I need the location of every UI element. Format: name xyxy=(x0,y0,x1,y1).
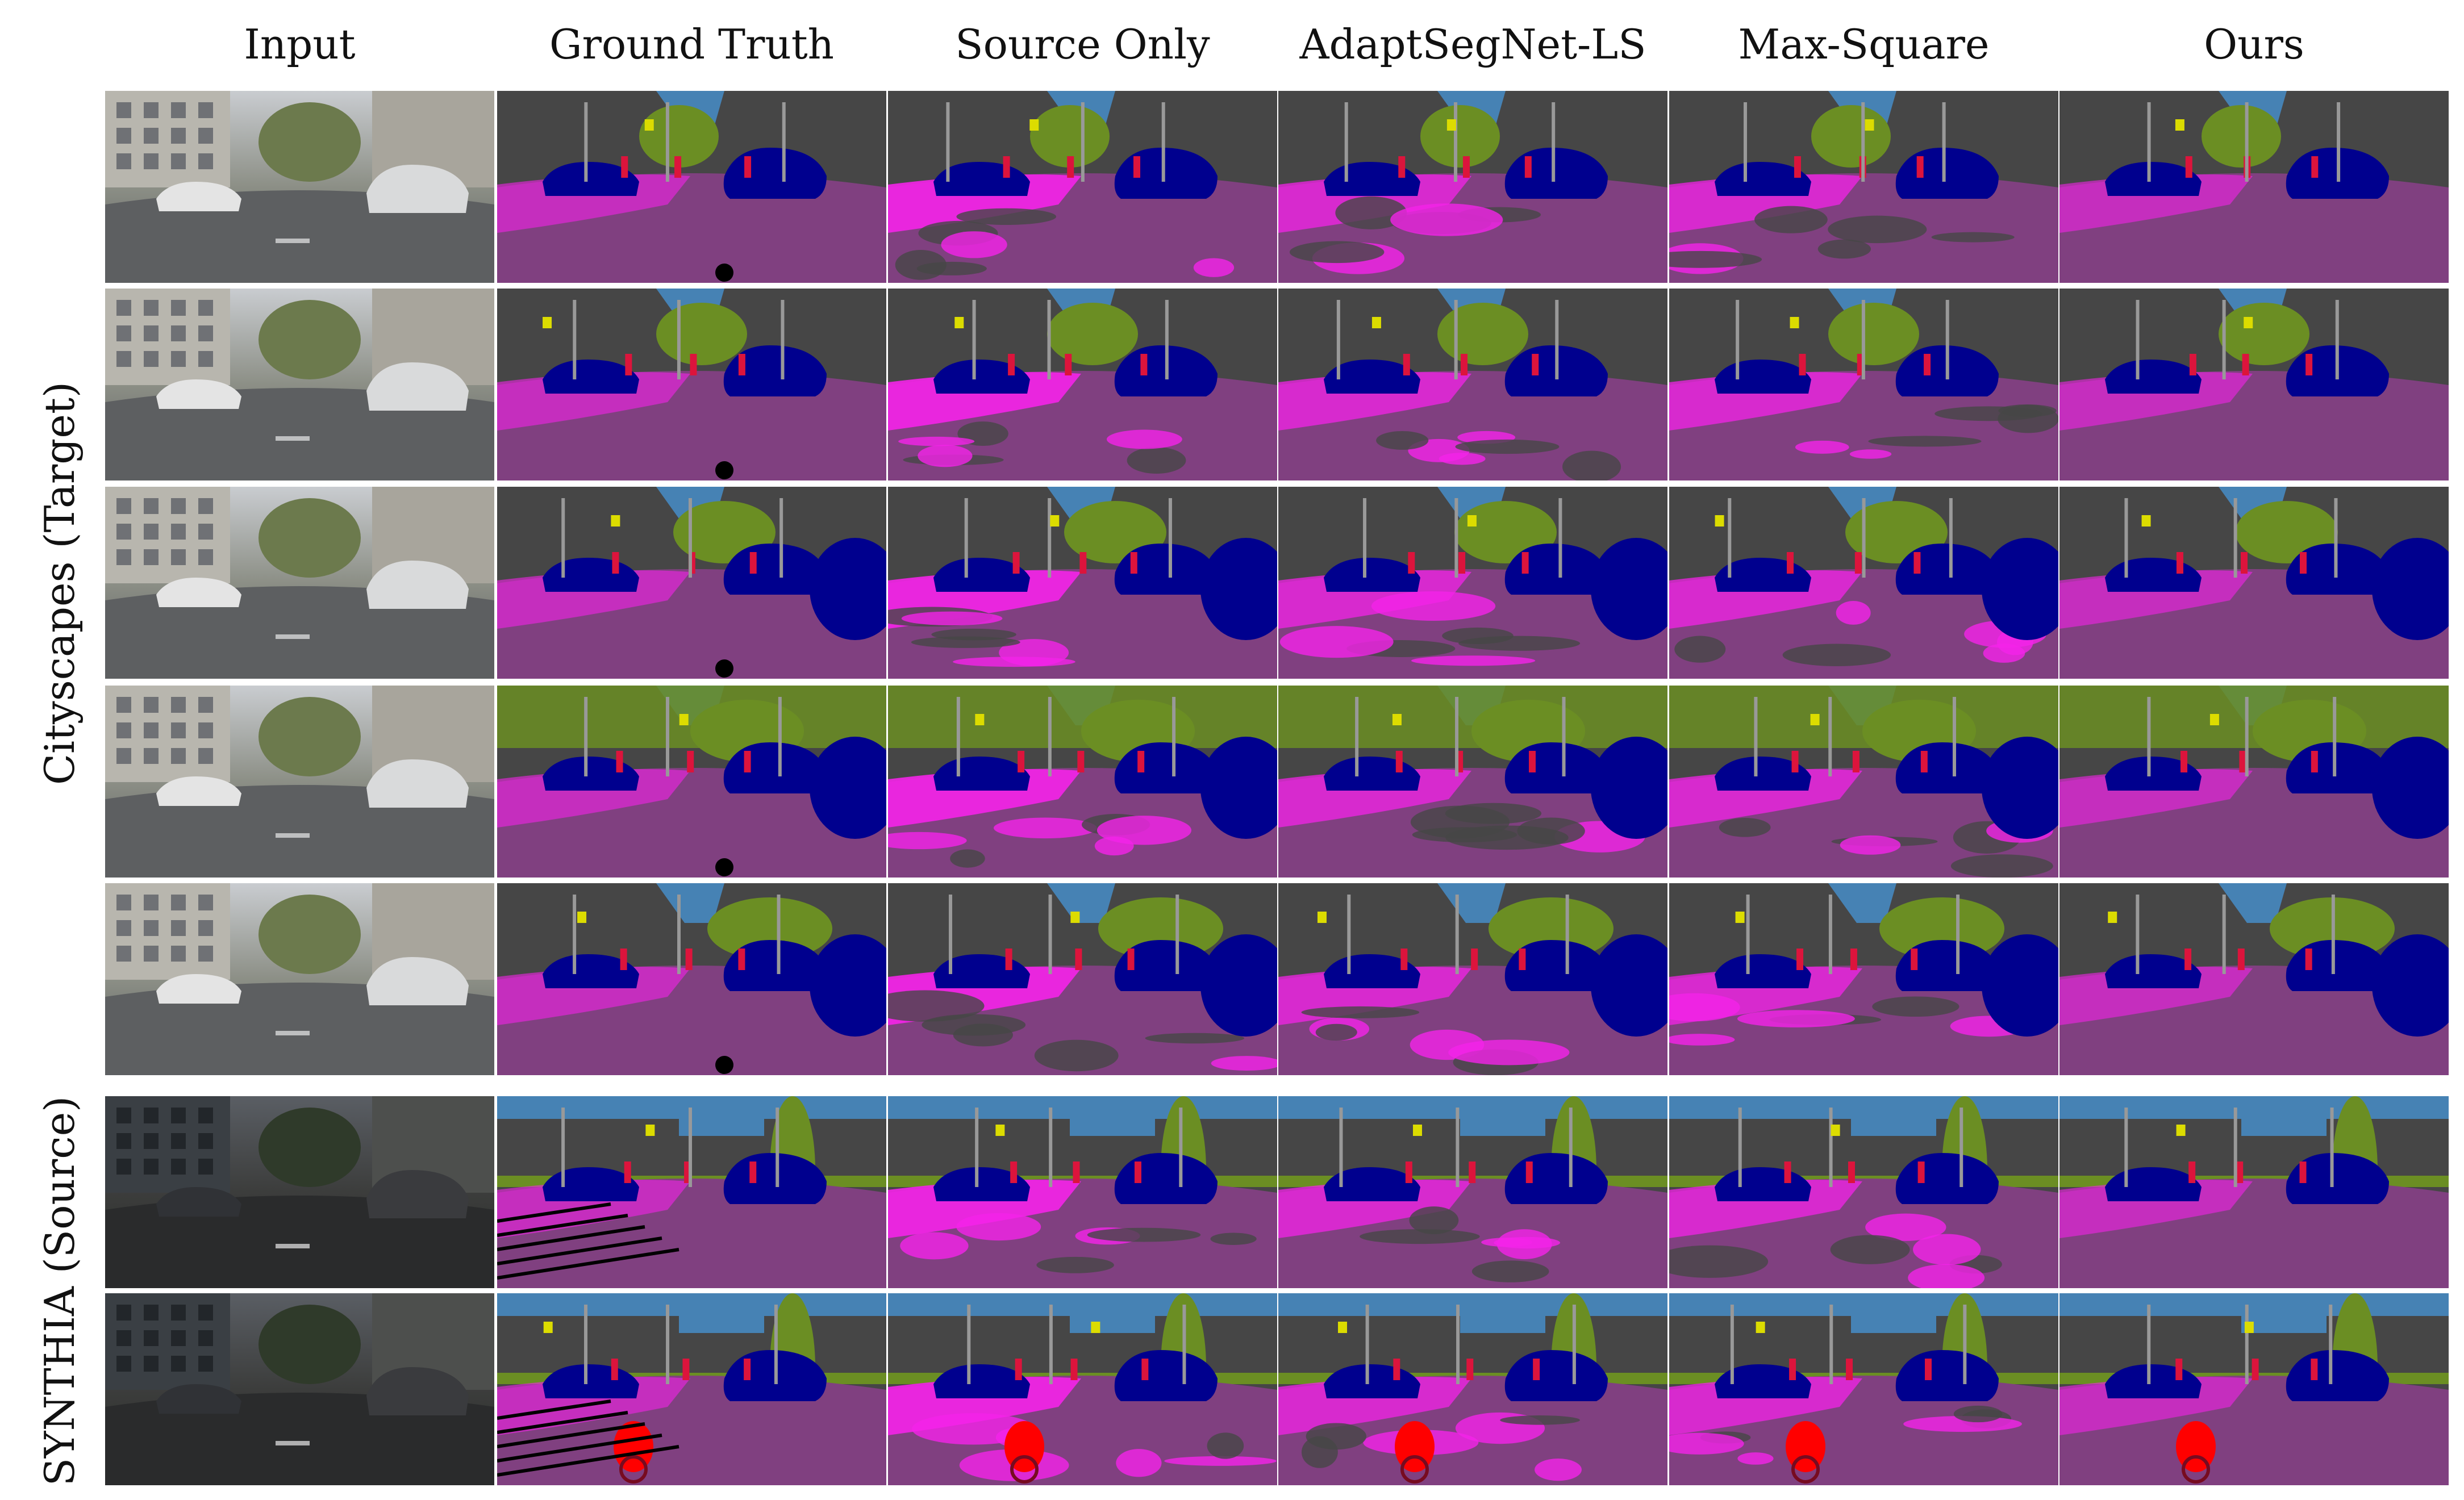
segmentation-map-r1-c3 xyxy=(1278,289,1667,480)
segmentation-map-r0-c4 xyxy=(1669,91,2058,283)
input-image-r5-c0 xyxy=(105,1096,494,1288)
segmentation-map-r6-c3 xyxy=(1278,1293,1667,1485)
segmentation-map-r5-c5 xyxy=(2059,1096,2449,1288)
segmentation-map-r3-c3 xyxy=(1278,686,1667,878)
segmentation-map-r0-c2 xyxy=(888,91,1277,283)
segmentation-map-r0-c3 xyxy=(1278,91,1667,283)
segmentation-map-r1-c2 xyxy=(888,289,1277,480)
segmentation-map-r6-c2 xyxy=(888,1293,1277,1485)
segmentation-map-r3-c5 xyxy=(2059,686,2449,878)
segmentation-map-r5-c4 xyxy=(1669,1096,2058,1288)
segmentation-map-r5-c1 xyxy=(497,1096,886,1288)
column-header-4: Max-Square xyxy=(1738,20,1990,68)
column-header-1: Ground Truth xyxy=(549,20,835,68)
segmentation-map-r1-c4 xyxy=(1669,289,2058,480)
segmentation-map-r1-c1 xyxy=(497,289,886,480)
segmentation-map-r2-c5 xyxy=(2059,487,2449,679)
segmentation-map-r2-c1 xyxy=(497,487,886,679)
segmentation-map-r6-c4 xyxy=(1669,1293,2058,1485)
segmentation-map-r4-c2 xyxy=(888,883,1277,1075)
segmentation-map-r1-c5 xyxy=(2059,289,2449,480)
segmentation-map-r4-c3 xyxy=(1278,883,1667,1075)
segmentation-map-r4-c1 xyxy=(497,883,886,1075)
input-image-r3-c0 xyxy=(105,686,494,878)
segmentation-map-r2-c3 xyxy=(1278,487,1667,679)
segmentation-map-r5-c2 xyxy=(888,1096,1277,1288)
group-label-target: Cityscapes (Target) xyxy=(36,381,84,785)
input-image-r4-c0 xyxy=(105,883,494,1075)
segmentation-map-r6-c5 xyxy=(2059,1293,2449,1485)
segmentation-map-r0-c5 xyxy=(2059,91,2449,283)
column-header-0: Input xyxy=(244,20,356,68)
segmentation-map-r5-c3 xyxy=(1278,1096,1667,1288)
segmentation-map-r4-c4 xyxy=(1669,883,2058,1075)
segmentation-map-r3-c2 xyxy=(888,686,1277,878)
segmentation-map-r6-c1 xyxy=(497,1293,886,1485)
input-image-r1-c0 xyxy=(105,289,494,480)
column-header-5: Ours xyxy=(2204,20,2304,68)
segmentation-map-r0-c1 xyxy=(497,91,886,283)
input-image-r6-c0 xyxy=(105,1293,494,1485)
segmentation-map-r2-c4 xyxy=(1669,487,2058,679)
input-image-r2-c0 xyxy=(105,487,494,679)
column-header-2: Source Only xyxy=(955,20,1210,68)
segmentation-map-r3-c1 xyxy=(497,686,886,878)
segmentation-map-r3-c4 xyxy=(1669,686,2058,878)
segmentation-map-r2-c2 xyxy=(888,487,1277,679)
group-label-source: SYNTHIA (Source) xyxy=(36,1096,84,1486)
input-image-r0-c0 xyxy=(105,91,494,283)
column-header-3: AdaptSegNet-LS xyxy=(1299,20,1646,68)
segmentation-map-r4-c5 xyxy=(2059,883,2449,1075)
